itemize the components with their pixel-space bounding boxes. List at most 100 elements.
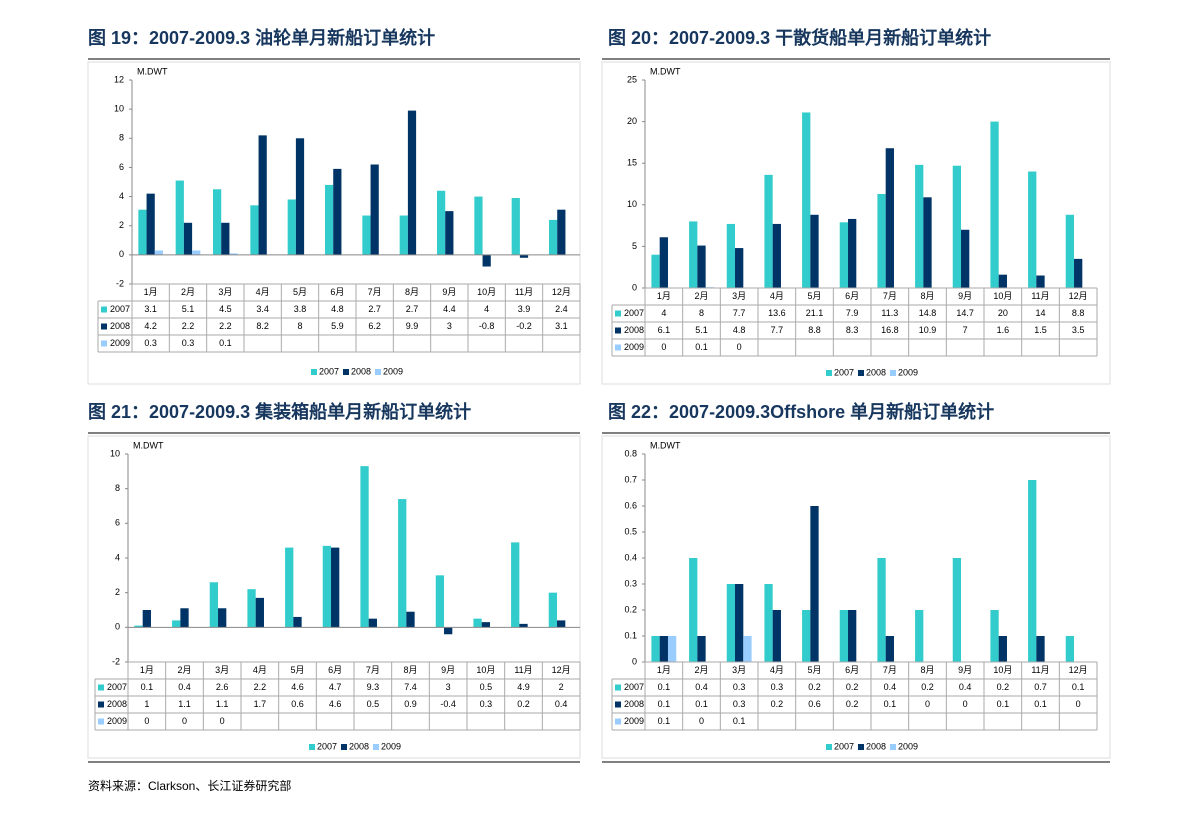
- table-cell: 4.5: [219, 304, 232, 314]
- bar: [293, 616, 302, 628]
- bar: [998, 274, 1007, 288]
- table-cell: 3.1: [555, 321, 568, 331]
- table-row-label: 2007: [624, 682, 644, 692]
- bar: [961, 229, 970, 288]
- table-cell: 14: [1035, 308, 1045, 318]
- table-cell: 20: [998, 308, 1008, 318]
- table-cell: 0.1: [1072, 682, 1085, 692]
- legend-label: 2007: [317, 741, 337, 751]
- y-tick-label: 6: [119, 162, 124, 172]
- x-tick-label: 12月: [552, 287, 571, 297]
- table-cell: 0.2: [921, 682, 934, 692]
- table-cell: 8.2: [256, 321, 269, 331]
- table-cell: 0.1: [884, 699, 897, 709]
- table-cell: 8: [297, 321, 302, 331]
- chart-title: 图 22：2007-2009.3Offshore 单月新船订单统计: [608, 401, 994, 422]
- x-tick-label: 4月: [256, 287, 270, 297]
- bar: [1036, 275, 1045, 288]
- table-cell: 0.5: [367, 699, 380, 709]
- table-cell: 0: [182, 716, 187, 726]
- table-cell: 2.6: [216, 682, 229, 692]
- bar: [802, 610, 811, 662]
- x-tick-label: 6月: [845, 291, 859, 301]
- table-cell: 0.1: [141, 682, 154, 692]
- table-cell: 0.4: [695, 682, 708, 692]
- chart-title: 图 21：2007-2009.3 集装箱船单月新船订单统计: [88, 401, 471, 422]
- y-tick-label: 8: [115, 483, 120, 493]
- x-tick-label: 9月: [442, 287, 456, 297]
- table-cell: 8.8: [808, 325, 821, 335]
- table-cell: 2.7: [368, 304, 381, 314]
- table-cell: 8: [699, 308, 704, 318]
- table-cell: 0: [925, 699, 930, 709]
- bar: [885, 636, 894, 662]
- bar: [1065, 636, 1075, 662]
- table-cell: 7.7: [733, 308, 746, 318]
- table-row-label: 2009: [107, 716, 127, 726]
- x-tick-label: 4月: [253, 665, 267, 675]
- x-tick-label: 6月: [845, 665, 859, 675]
- x-tick-label: 6月: [328, 665, 342, 675]
- legend-label: 2009: [898, 741, 918, 751]
- table-cell: 0.4: [959, 682, 972, 692]
- table-cell: 1.5: [1034, 325, 1047, 335]
- bar: [848, 610, 857, 662]
- table-cell: 0.2: [846, 699, 859, 709]
- legend-key: [858, 370, 864, 376]
- table-cell: 1: [144, 699, 149, 709]
- table-cell: 4.4: [443, 304, 456, 314]
- table-cell: 13.6: [768, 308, 786, 318]
- x-tick-label: 3月: [732, 291, 746, 301]
- x-tick-label: 2月: [694, 291, 708, 301]
- x-tick-label: 6月: [330, 287, 344, 297]
- table-cell: 0.1: [1034, 699, 1047, 709]
- bar: [146, 193, 155, 255]
- x-tick-label: 4月: [770, 291, 784, 301]
- bar: [511, 198, 520, 255]
- table-cell: 0.4: [555, 699, 568, 709]
- bar: [651, 636, 660, 662]
- bar: [802, 112, 811, 288]
- bar: [1074, 258, 1083, 288]
- bar: [435, 575, 445, 628]
- x-tick-label: 10月: [993, 291, 1012, 301]
- bar: [218, 608, 227, 628]
- table-cell: 4.7: [329, 682, 342, 692]
- bar: [368, 618, 377, 628]
- bar: [764, 584, 773, 662]
- legend-label: 2009: [383, 366, 403, 376]
- table-cell: 1.7: [254, 699, 267, 709]
- bar: [473, 618, 482, 628]
- bar: [142, 610, 151, 628]
- table-cell: 14.7: [956, 308, 974, 318]
- x-tick-label: 3月: [215, 665, 229, 675]
- y-tick-label: 15: [627, 158, 637, 168]
- legend-label: 2008: [351, 366, 371, 376]
- unit-label: M.DWT: [137, 66, 168, 76]
- bar: [689, 221, 698, 288]
- table-cell: 5.1: [182, 304, 195, 314]
- table-key: [98, 718, 104, 725]
- x-tick-label: 8月: [920, 291, 934, 301]
- table-cell: -0.2: [516, 321, 532, 331]
- table-cell: 2: [559, 682, 564, 692]
- table-cell: 11.3: [881, 308, 898, 318]
- table-cell: 3.1: [144, 304, 157, 314]
- bar: [735, 248, 744, 288]
- table-cell: 6.2: [368, 321, 381, 331]
- table-row-label: 2009: [624, 716, 644, 726]
- x-tick-label: 12月: [552, 665, 571, 675]
- table-cell: 0.2: [771, 699, 784, 709]
- table-cell: 9.9: [406, 321, 419, 331]
- table-cell: 0.3: [733, 682, 746, 692]
- table-cell: 0.1: [219, 338, 232, 348]
- table-cell: 0.4: [178, 682, 191, 692]
- table-cell: 0.1: [658, 716, 671, 726]
- bar: [154, 250, 163, 255]
- table-cell: 3.8: [294, 304, 307, 314]
- bar: [1028, 171, 1037, 288]
- bar: [726, 223, 736, 288]
- table-cell: 7.4: [404, 682, 417, 692]
- bar: [915, 610, 924, 662]
